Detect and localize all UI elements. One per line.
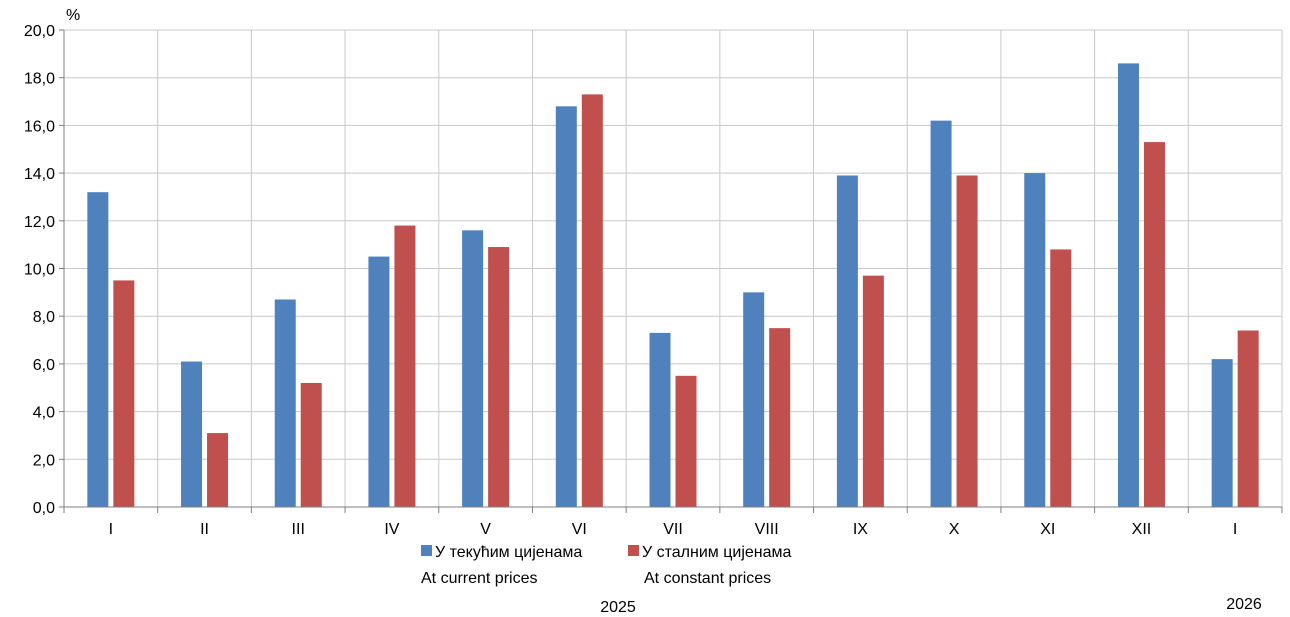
x-tick-label: IX — [853, 521, 868, 538]
y-tick-label: 2,0 — [33, 452, 55, 469]
legend-item-current-prices: У текућим цијенама At current prices — [421, 544, 582, 587]
bar-constant-prices — [1143, 142, 1165, 507]
y-tick-label: 14,0 — [24, 166, 55, 183]
legend-label-current-prices-line1: У текућим цијенама — [435, 544, 582, 561]
x-tick-label: XII — [1132, 521, 1152, 538]
legend-label-constant-prices-line2: At constant prices — [644, 570, 771, 587]
y-tick-label: 4,0 — [33, 405, 55, 422]
axis-labels: 0,0 2,0 4,0 6,0 8,0 10,0 12,0 14,0 16,0 18,0 20,0 I… — [24, 23, 1238, 538]
y-tick-label: 6,0 — [33, 357, 55, 374]
bar-constant-prices — [113, 280, 135, 507]
bars — [87, 63, 1259, 508]
bar-constant-prices — [769, 328, 791, 507]
bar-current-prices — [1211, 359, 1233, 507]
x-tick-label: VIII — [755, 521, 779, 538]
x-tick-label: III — [292, 521, 305, 538]
bar-constant-prices — [488, 247, 510, 507]
x-tick-label: XI — [1040, 521, 1055, 538]
gridlines — [64, 29, 1283, 507]
x-tick-label: VII — [663, 521, 683, 538]
y-tick-label: 18,0 — [24, 71, 55, 88]
y-tick-label: 8,0 — [33, 309, 55, 326]
year-label-2025: 2025 — [600, 599, 636, 616]
x-tick-label: IV — [384, 521, 399, 538]
bar-constant-prices — [207, 433, 229, 507]
legend-swatch-constant-prices — [628, 545, 639, 556]
bar-constant-prices — [1237, 330, 1259, 507]
y-unit-label: % — [66, 7, 80, 24]
bar-constant-prices — [300, 382, 322, 507]
x-tick-label: I — [109, 521, 113, 538]
axes — [59, 29, 1283, 513]
year-label-2026: 2026 — [1226, 596, 1262, 613]
bar-current-prices — [274, 299, 296, 507]
bar-current-prices — [555, 106, 577, 507]
bar-current-prices — [87, 192, 109, 507]
y-tick-label: 12,0 — [24, 214, 55, 231]
bar-current-prices — [462, 230, 484, 507]
legend: У текућим цијенама At current prices У с… — [421, 544, 792, 587]
bar-current-prices — [1117, 63, 1139, 507]
bar-current-prices — [368, 256, 390, 507]
bar-current-prices — [1024, 173, 1046, 507]
bar-current-prices — [181, 361, 203, 507]
x-tick-label: VI — [572, 521, 587, 538]
bar-current-prices — [930, 120, 952, 507]
bar-constant-prices — [394, 225, 416, 507]
bar-current-prices — [649, 332, 671, 507]
legend-swatch-current-prices — [421, 545, 432, 556]
y-tick-label: 16,0 — [24, 118, 55, 135]
bar-current-prices — [743, 292, 765, 507]
y-tick-label: 0,0 — [33, 500, 55, 517]
x-tick-label: I — [1233, 521, 1237, 538]
bar-constant-prices — [956, 175, 978, 508]
x-tick-label: V — [480, 521, 491, 538]
legend-label-current-prices-line2: At current prices — [421, 570, 537, 587]
bar-constant-prices — [581, 94, 603, 508]
bar-constant-prices — [675, 375, 697, 507]
x-tick-label: II — [200, 521, 209, 538]
bar-current-prices — [836, 175, 858, 508]
legend-item-constant-prices: У сталним цијенама At constant prices — [628, 544, 792, 587]
bar-constant-prices — [1050, 249, 1072, 508]
x-tick-label: X — [949, 521, 960, 538]
y-tick-label: 10,0 — [24, 262, 55, 279]
bar-constant-prices — [862, 275, 884, 507]
y-tick-label: 20,0 — [24, 23, 55, 40]
legend-label-constant-prices-line1: У сталним цијенама — [642, 544, 792, 561]
